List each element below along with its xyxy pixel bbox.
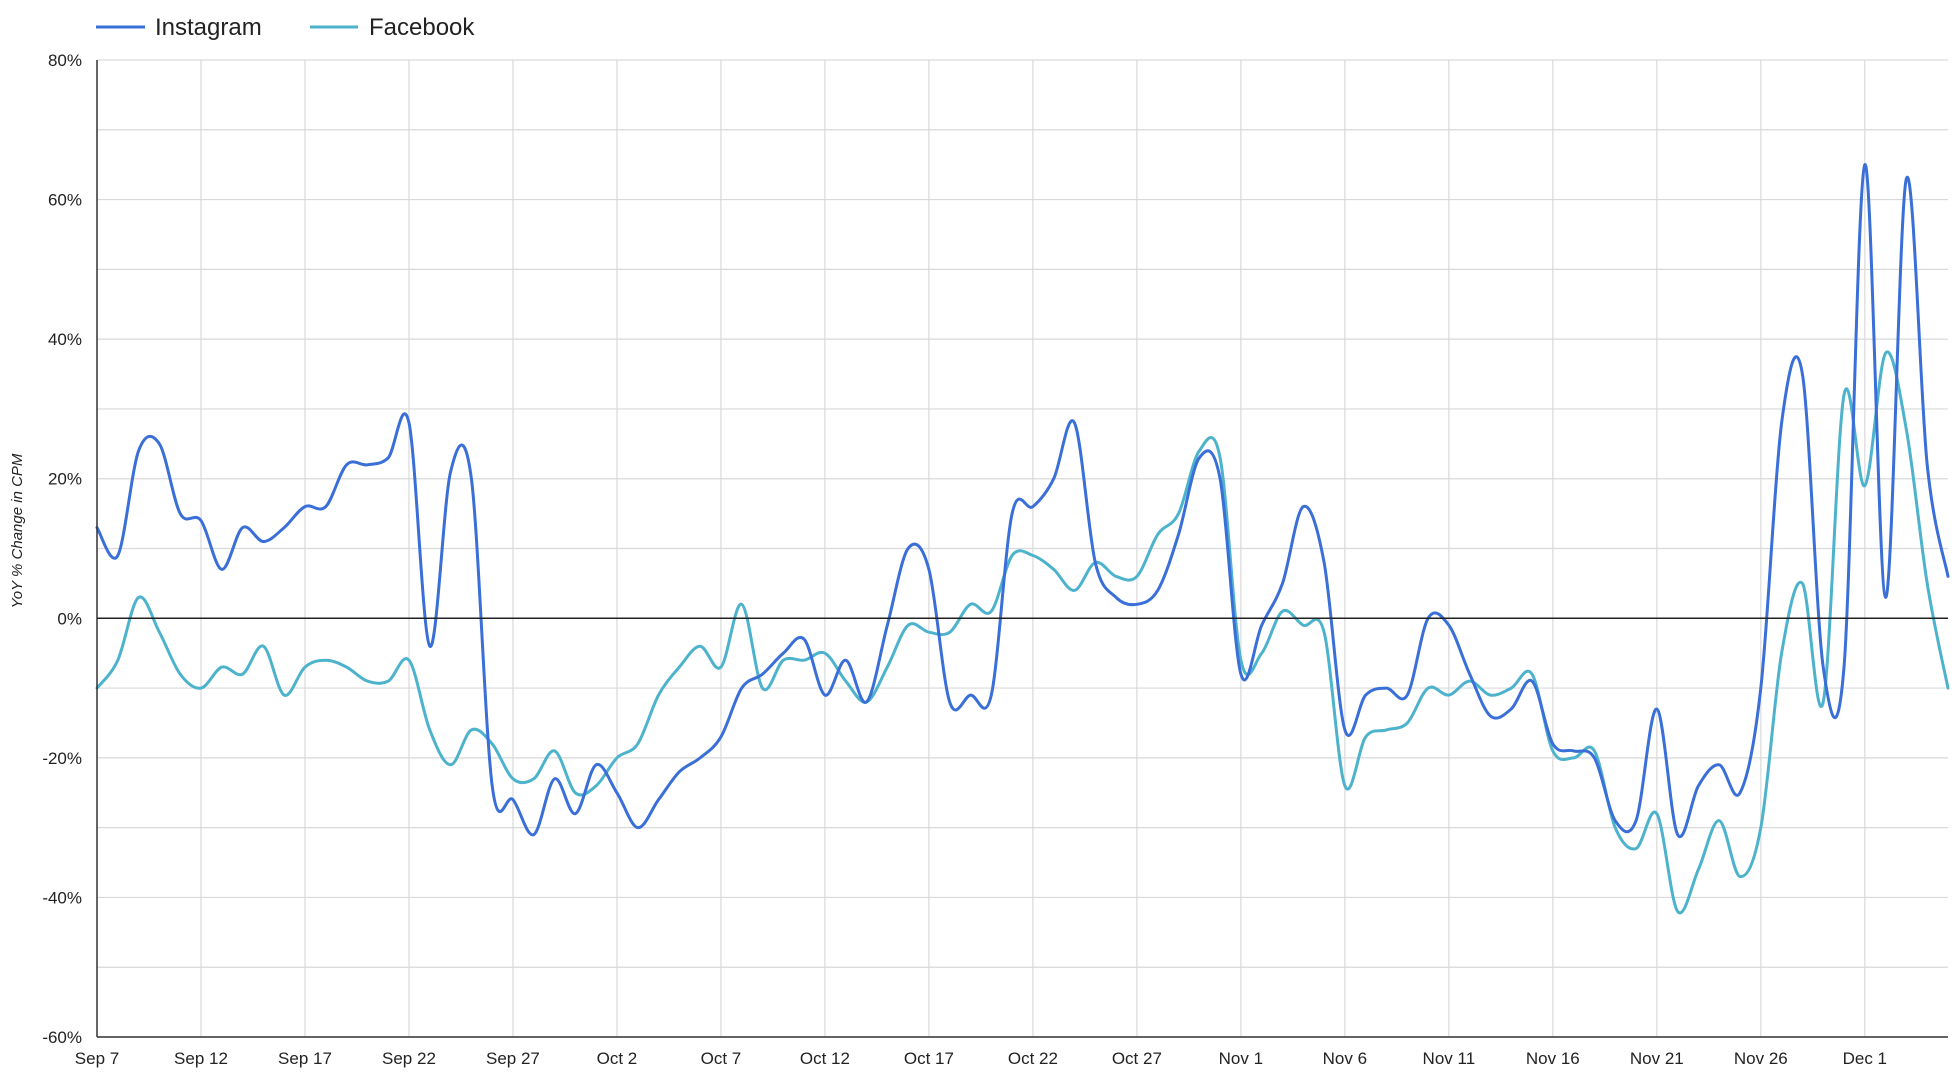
x-tick-label: Oct 17	[904, 1049, 954, 1068]
x-tick-label: Nov 1	[1219, 1049, 1263, 1068]
y-axis-label: YoY % Change in CPM	[9, 453, 26, 608]
x-axis-ticks: Sep 7 Sep 12 Sep 17 Sep 22 Sep 27 Oct 2 Oct 7 O…	[75, 1049, 1887, 1068]
x-tick-label: Sep 12	[174, 1049, 228, 1068]
x-tick-label: Nov 16	[1526, 1049, 1580, 1068]
legend-item-facebook[interactable]: Facebook	[310, 14, 475, 41]
legend-label-instagram: Instagram	[155, 14, 262, 41]
series-lines	[95, 163, 1950, 915]
x-tick-label: Oct 27	[1112, 1049, 1162, 1068]
x-tick-label: Dec 1	[1843, 1049, 1887, 1068]
legend-label-facebook: Facebook	[369, 14, 475, 41]
series-line-instagram	[95, 163, 1950, 839]
y-tick-label: -40%	[42, 888, 82, 907]
x-tick-label: Sep 22	[382, 1049, 436, 1068]
x-tick-label: Sep 17	[278, 1049, 332, 1068]
y-tick-label: -60%	[42, 1028, 82, 1047]
x-tick-label: Nov 11	[1423, 1049, 1476, 1068]
y-tick-label: 20%	[48, 470, 82, 489]
y-tick-label: 40%	[48, 330, 82, 349]
x-tick-label: Oct 2	[597, 1049, 638, 1068]
x-tick-label: Oct 7	[701, 1049, 742, 1068]
x-tick-label: Sep 27	[486, 1049, 540, 1068]
y-tick-label: 60%	[48, 191, 82, 210]
series-line-facebook	[95, 350, 1950, 915]
legend: Instagram Facebook	[96, 14, 475, 41]
legend-item-instagram[interactable]: Instagram	[96, 14, 262, 41]
x-tick-label: Oct 12	[800, 1049, 850, 1068]
x-tick-label: Nov 26	[1734, 1049, 1788, 1068]
axes	[96, 60, 1948, 1038]
x-tick-label: Oct 22	[1008, 1049, 1058, 1068]
x-tick-label: Nov 21	[1630, 1049, 1684, 1068]
y-tick-label: 80%	[48, 51, 82, 70]
x-tick-label: Sep 7	[75, 1049, 119, 1068]
gridlines	[97, 59, 1948, 1038]
y-axis-ticks: 80% 60% 40% 20% 0% -20% -40% -60%	[42, 51, 82, 1047]
y-tick-label: -20%	[42, 749, 82, 768]
y-tick-label: 0%	[57, 609, 82, 628]
x-tick-label: Nov 6	[1323, 1049, 1367, 1068]
